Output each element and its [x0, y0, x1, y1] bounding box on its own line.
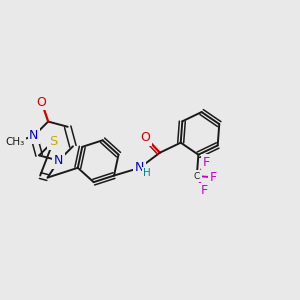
Text: C: C	[194, 172, 200, 181]
Text: N: N	[135, 161, 144, 174]
Text: N: N	[54, 154, 63, 167]
Text: S: S	[49, 135, 58, 148]
Text: O: O	[141, 131, 151, 144]
Text: F: F	[200, 184, 207, 197]
Text: F: F	[202, 156, 210, 169]
Text: H: H	[143, 168, 151, 178]
Text: CH₃: CH₃	[5, 137, 24, 147]
Text: N: N	[29, 129, 39, 142]
Text: F: F	[209, 171, 217, 184]
Text: O: O	[37, 96, 46, 109]
